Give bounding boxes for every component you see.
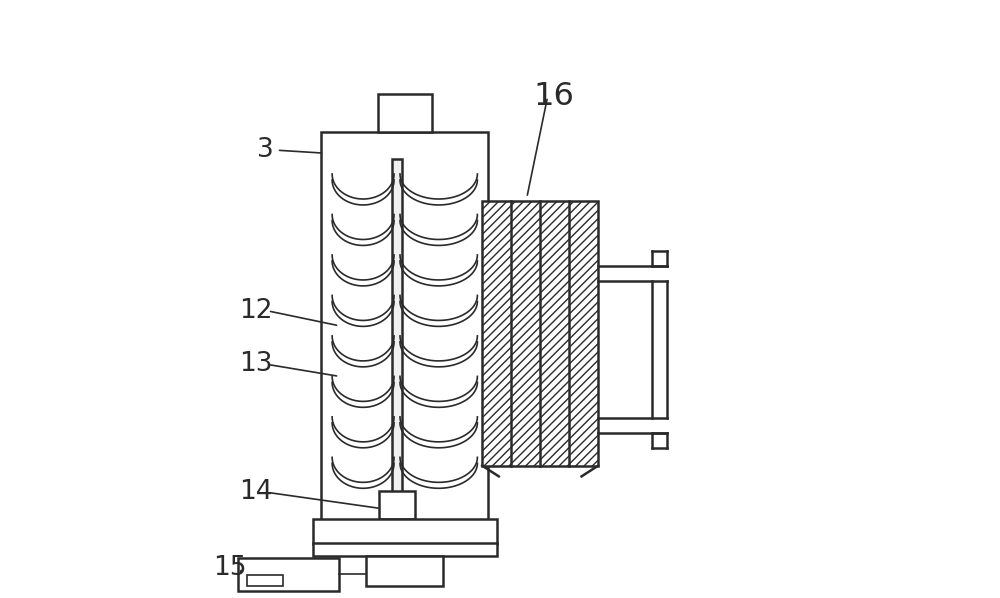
Bar: [482, 201, 598, 466]
Bar: [379, 491, 415, 519]
Bar: [392, 159, 402, 492]
Text: 14: 14: [239, 480, 273, 505]
Bar: [313, 543, 497, 556]
Bar: [313, 519, 497, 544]
Text: 15: 15: [214, 555, 247, 581]
Bar: [366, 556, 443, 586]
Text: 12: 12: [239, 298, 273, 324]
Text: 16: 16: [533, 81, 574, 112]
Text: 3: 3: [257, 137, 273, 163]
Bar: [321, 132, 488, 537]
Bar: [238, 558, 339, 591]
Bar: [378, 94, 432, 132]
Text: 13: 13: [239, 352, 273, 377]
Bar: [247, 575, 283, 586]
